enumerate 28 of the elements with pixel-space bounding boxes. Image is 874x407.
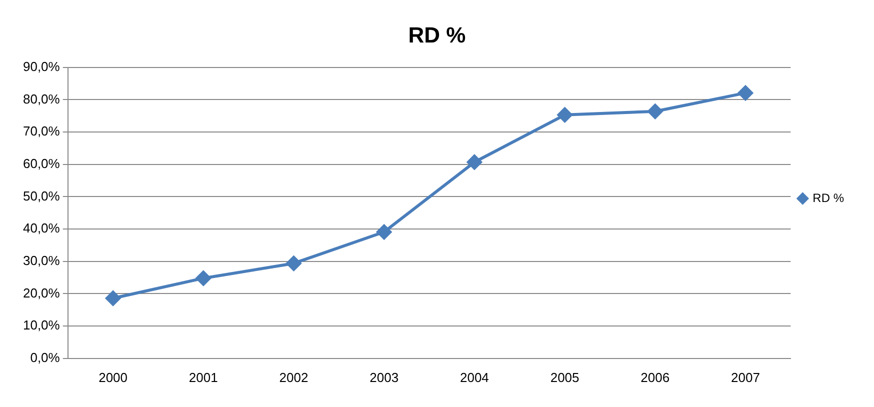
point: [286, 256, 302, 271]
y-tick-label: 20,0%: [22, 285, 60, 300]
x-tick-label: 2005: [550, 370, 580, 385]
x-tick-label: 2007: [731, 370, 760, 385]
y-tick-label: 60,0%: [22, 156, 60, 171]
y-tick-label: 30,0%: [22, 252, 60, 268]
y-tick-label: 10,0%: [22, 318, 60, 333]
x-tick-label: 2006: [640, 370, 670, 385]
x-tick-label: 2004: [460, 370, 489, 385]
y-tick-label: 0,0%: [30, 350, 60, 365]
point: [557, 107, 572, 122]
y-tick-label: 50,0%: [22, 188, 60, 204]
x-tick-label: 2002: [279, 370, 308, 385]
legend-label: RD %: [812, 190, 844, 205]
chart-title: RD %: [408, 22, 466, 48]
point: [466, 154, 482, 170]
point: [376, 224, 392, 240]
point: [648, 104, 663, 119]
y-tick-label: 70,0%: [22, 124, 60, 139]
point: [106, 290, 121, 306]
point: [738, 85, 753, 100]
point: [196, 270, 211, 286]
y-tick-label: 80,0%: [22, 91, 60, 106]
x-tick-label: 2001: [188, 370, 218, 385]
y-tick-label: 90,0%: [22, 58, 60, 74]
y-tick-label: 40,0%: [22, 220, 60, 236]
x-tick-label: 2000: [98, 370, 128, 385]
x-tick-label: 2003: [370, 370, 399, 385]
